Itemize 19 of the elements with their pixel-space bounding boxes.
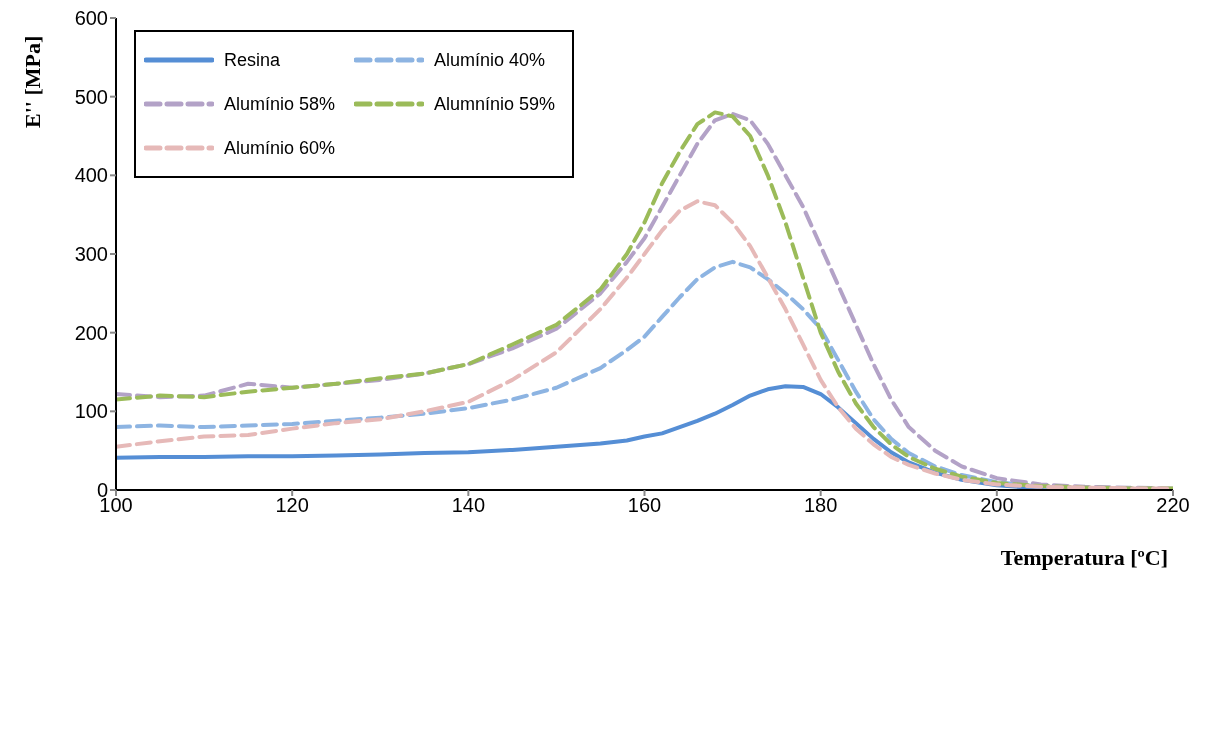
x-tick-label: 120 [275,494,309,517]
legend-label: Alumnínio 59% [434,93,556,115]
legend-label: Alumínio 60% [224,137,336,159]
x-tick-label: 220 [1156,494,1190,517]
y-tick-label: 600 [74,7,108,30]
legend-label: Resina [224,49,281,71]
legend-label: Alumínio 58% [224,93,336,115]
x-axis-title: Temperatura [ºC] [1000,545,1168,570]
y-tick-label: 400 [74,164,108,187]
x-tick-label: 200 [980,494,1014,517]
y-tick-label: 300 [74,243,108,266]
y-tick-label: 200 [74,321,108,344]
legend-label: Alumínio 40% [434,49,546,71]
y-axis-title: E'' [MPa] [19,35,45,128]
x-tick-label: 160 [627,494,662,517]
x-tick-label: 180 [803,494,838,517]
x-tick-label: 140 [451,494,486,517]
y-tick-label: 100 [74,400,108,423]
y-tick-label: 500 [74,85,108,108]
